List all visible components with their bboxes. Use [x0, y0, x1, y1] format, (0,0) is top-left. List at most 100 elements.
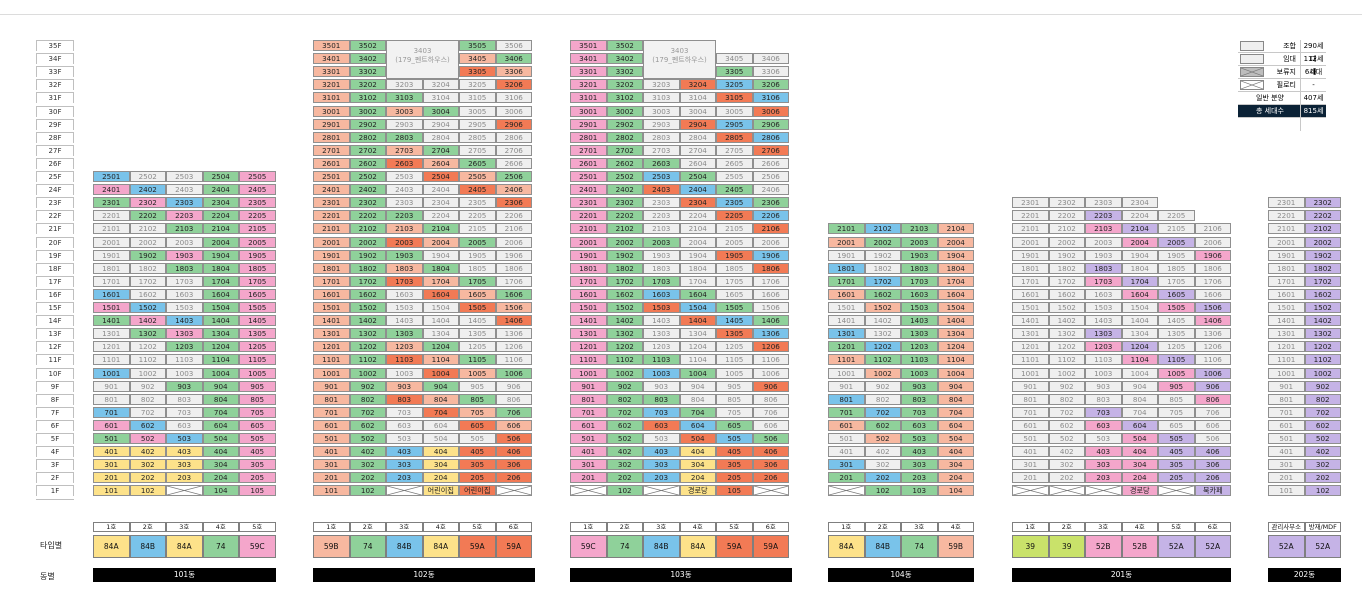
- unit-cell: 1801: [828, 262, 865, 274]
- unit-cell: 1102: [1048, 354, 1085, 366]
- floor-label: 23F: [36, 197, 74, 209]
- unit-cell: 3401: [313, 53, 350, 65]
- unit-cell: 303: [643, 459, 680, 471]
- unit-cell: 2502: [606, 171, 643, 182]
- unit-cell: 1003: [166, 367, 203, 379]
- unit-number-label: 2호: [129, 522, 166, 532]
- unit-cell: 2506: [495, 171, 532, 182]
- unit-cell: 1806: [495, 262, 532, 274]
- unit-cell: 2603: [386, 157, 423, 169]
- unit-cell: 1705: [716, 275, 753, 287]
- floor-label: 5F: [36, 433, 74, 444]
- unit-cell: 1901: [1268, 249, 1305, 261]
- unit-cell: 1405: [716, 315, 753, 327]
- unit-cell: 1801: [93, 262, 130, 274]
- legend-value: 815세대: [1300, 105, 1326, 131]
- unit-cell: 302: [606, 459, 643, 471]
- unit-cell: 501: [828, 433, 865, 444]
- unit-cell: 1003: [386, 367, 423, 379]
- unit-cell: [386, 485, 423, 497]
- unit-cell: 605: [459, 419, 496, 431]
- unit-cell: 102: [606, 485, 643, 497]
- unit-cell: 1001: [313, 367, 350, 379]
- unit-type-box: 59A: [716, 535, 753, 558]
- unit-cell: 1801: [570, 262, 607, 274]
- unit-cell: 1204: [937, 341, 974, 353]
- unit-cell: 1302: [1048, 328, 1085, 340]
- unit-cell: 2902: [349, 118, 386, 130]
- legend-name: 필로티: [1276, 81, 1296, 89]
- unit-type-box: 52A: [1158, 535, 1195, 558]
- unit-cell: 3203: [643, 79, 680, 91]
- unit-cell: 2505: [716, 171, 753, 182]
- unit-number-label: 5호: [716, 522, 753, 532]
- unit-cell: 901: [93, 380, 130, 392]
- unit-cell: 2004: [1121, 236, 1158, 248]
- unit-type-box: 84A: [828, 535, 865, 558]
- unit-cell: 1602: [349, 288, 386, 300]
- unit-cell: 1902: [1304, 249, 1341, 261]
- unit-cell: 3001: [570, 105, 607, 117]
- unit-cell: 803: [901, 393, 938, 405]
- unit-cell: 802: [864, 393, 901, 405]
- unit-cell: 2503: [643, 171, 680, 182]
- unit-cell: 202: [349, 472, 386, 484]
- unit-cell: 2201: [1012, 210, 1049, 222]
- unit-cell: 3201: [313, 79, 350, 91]
- unit-cell: 3004: [422, 105, 459, 117]
- unit-cell: 2903: [643, 118, 680, 130]
- unit-cell: 1005: [716, 367, 753, 379]
- unit-cell: 1904: [1121, 249, 1158, 261]
- unit-cell: 1604: [422, 288, 459, 300]
- unit-number-label: 5호: [459, 522, 496, 532]
- unit-cell: 2404: [202, 184, 239, 196]
- unit-cell: 1305: [459, 328, 496, 340]
- unit-cell: 1104: [422, 354, 459, 366]
- unit-cell: 2301: [93, 197, 130, 209]
- unit-cell: 402: [1048, 446, 1085, 458]
- unit-cell: 1005: [239, 367, 276, 379]
- unit-cell: 2303: [643, 197, 680, 209]
- unit-cell: 1501: [313, 302, 350, 313]
- unit-cell: 1801: [313, 262, 350, 274]
- unit-type-box: 74: [901, 535, 938, 558]
- unit-cell: 3102: [349, 92, 386, 104]
- type-row-label: 타입별: [40, 541, 63, 550]
- legend-value: -: [1300, 79, 1326, 92]
- unit-cell: 1902: [1048, 249, 1085, 261]
- unit-cell: 2303: [1085, 197, 1122, 209]
- unit-cell: 605: [716, 419, 753, 431]
- unit-type-box: 74: [202, 535, 239, 558]
- unit-cell: 1701: [570, 275, 607, 287]
- unit-cell: 2403: [386, 184, 423, 196]
- unit-cell: 2105: [239, 223, 276, 235]
- unit-cell: 402: [606, 446, 643, 458]
- unit-cell: 2401: [93, 184, 130, 196]
- unit-cell: 3205: [716, 79, 753, 91]
- unit-cell: 1704: [937, 275, 974, 287]
- unit-number-label: 1호: [313, 522, 350, 532]
- unit-cell: 1003: [643, 367, 680, 379]
- unit-cell: 606: [752, 419, 789, 431]
- legend-row: 임대 112세대: [1238, 53, 1326, 79]
- dong-bar: 101동: [93, 568, 276, 582]
- unit-cell: 2202: [606, 210, 643, 222]
- unit-cell: 1403: [1085, 315, 1122, 327]
- unit-cell: 704: [422, 406, 459, 418]
- unit-cell: 1704: [679, 275, 716, 287]
- unit-cell: 801: [570, 393, 607, 405]
- penthouse-label: (179_펜트하우스): [395, 56, 450, 64]
- floor-label: 13F: [36, 328, 74, 340]
- unit-cell: 1603: [386, 288, 423, 300]
- unit-cell: 705: [716, 406, 753, 418]
- unit-cell: 1102: [349, 354, 386, 366]
- unit-cell: 206: [752, 472, 789, 484]
- unit-cell: 702: [1304, 406, 1341, 418]
- unit-cell: 2901: [570, 118, 607, 130]
- unit-cell: 704: [1121, 406, 1158, 418]
- unit-cell: 2302: [606, 197, 643, 209]
- unit-cell: 2703: [386, 144, 423, 156]
- unit-cell: 3005: [716, 105, 753, 117]
- unit-cell: 3501: [313, 40, 350, 51]
- unit-cell: 1304: [679, 328, 716, 340]
